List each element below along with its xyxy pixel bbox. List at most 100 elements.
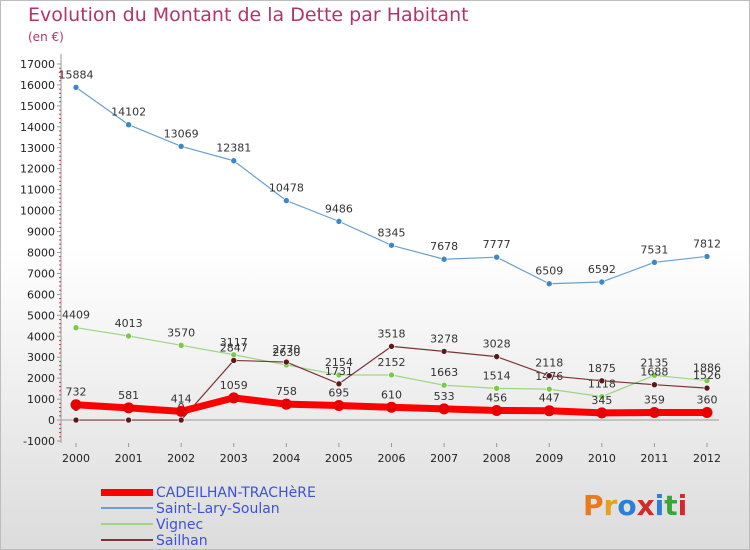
data-point	[598, 393, 606, 400]
data-label: 581	[118, 389, 139, 402]
data-label: 4013	[115, 317, 143, 330]
y-tick-label: -1000	[23, 435, 55, 448]
data-point	[438, 403, 450, 415]
data-label: 7531	[640, 243, 668, 256]
x-tick-label: 2010	[588, 452, 616, 465]
data-point	[386, 401, 397, 413]
x-tick-label: 2005	[325, 452, 353, 465]
logo-letter: r	[603, 489, 618, 522]
data-label: 447	[539, 392, 560, 405]
data-point	[388, 343, 395, 350]
x-tick-label: 2011	[640, 452, 668, 465]
data-point	[703, 253, 711, 260]
data-point	[72, 324, 80, 332]
data-label: 2847	[220, 341, 248, 354]
y-tick-label: 13000	[20, 142, 55, 155]
logo-letter: i	[677, 489, 688, 522]
data-point	[177, 143, 185, 150]
data-label: 2152	[378, 356, 406, 369]
data-point	[283, 197, 290, 204]
data-point	[125, 121, 132, 128]
data-point	[598, 278, 606, 286]
legend-swatch-cadeilhan	[101, 488, 153, 496]
data-point	[335, 371, 343, 379]
data-point	[701, 407, 713, 419]
data-label: 3518	[378, 327, 406, 340]
data-label: 1514	[483, 369, 511, 382]
data-point	[440, 381, 448, 389]
data-point	[175, 405, 187, 417]
data-point	[125, 416, 132, 424]
data-label: 695	[328, 386, 349, 399]
logo-letter: t	[664, 489, 678, 522]
data-point	[648, 407, 660, 419]
data-label: 456	[486, 392, 507, 405]
data-point	[651, 259, 658, 266]
data-label: 414	[171, 392, 192, 405]
data-label: 6509	[535, 265, 563, 278]
y-tick-label: 12000	[20, 163, 55, 176]
data-label: 8345	[378, 226, 406, 239]
data-point	[230, 157, 238, 165]
data-point	[651, 381, 658, 389]
legend-label-sailhan: Sailhan	[156, 533, 208, 549]
data-point	[388, 371, 395, 379]
data-label: 2154	[325, 356, 353, 369]
data-label: 1731	[325, 365, 353, 378]
chart-title: Evolution du Montant de la Dette par Hab…	[28, 4, 469, 26]
data-label: 1663	[430, 366, 458, 379]
y-tick-label: 5000	[27, 309, 55, 322]
data-point	[491, 405, 503, 417]
data-point	[335, 218, 343, 225]
x-tick-label: 2001	[115, 452, 143, 465]
data-point	[545, 385, 553, 393]
y-tick-label: 15000	[20, 100, 55, 113]
x-tick-label: 2006	[378, 452, 406, 465]
logo-letter: P	[583, 489, 604, 522]
data-label: 14102	[111, 106, 146, 119]
x-tick-label: 2002	[167, 452, 195, 465]
data-label: 1526	[693, 369, 721, 382]
y-tick-label: 9000	[27, 226, 55, 239]
y-tick-label: 0	[48, 414, 55, 427]
y-tick-label: 7000	[27, 267, 55, 280]
data-point	[388, 241, 395, 249]
data-label: 7812	[693, 237, 721, 250]
data-label: 1875	[588, 362, 616, 375]
y-tick-label: 17000	[20, 58, 55, 71]
x-tick-label: 2003	[220, 452, 248, 465]
data-label: 9486	[325, 202, 353, 215]
data-point	[70, 399, 82, 411]
data-label: 7777	[483, 238, 511, 251]
data-point	[703, 384, 711, 392]
data-label: 1059	[220, 379, 248, 392]
logo-letter: i	[654, 489, 665, 522]
logo-letter: o	[617, 489, 637, 522]
data-label: 13069	[164, 127, 199, 140]
data-label: 3278	[430, 332, 458, 345]
y-tick-label: 4000	[27, 330, 55, 343]
data-point	[177, 416, 185, 424]
data-point	[440, 255, 448, 263]
data-point	[333, 399, 345, 411]
data-label: 7678	[430, 240, 458, 253]
data-label: 533	[434, 390, 455, 403]
x-tick-label: 2009	[535, 452, 563, 465]
data-label: 15884	[59, 68, 94, 81]
y-tick-label: 11000	[20, 184, 55, 197]
x-tick-label: 2007	[430, 452, 458, 465]
legend-swatch-saint-lary	[101, 507, 153, 509]
data-label: 732	[66, 386, 87, 399]
data-point	[703, 377, 711, 384]
data-point	[123, 402, 135, 414]
data-label: 1688	[640, 366, 668, 379]
data-label: 758	[276, 385, 297, 398]
data-point	[230, 357, 238, 364]
data-point	[228, 392, 240, 404]
legend-swatch-vignec	[101, 523, 153, 525]
data-label: 1886	[693, 362, 721, 375]
data-point	[177, 341, 185, 349]
legend-label-vignec: Vignec	[156, 517, 204, 533]
y-tick-label: 2000	[27, 372, 55, 385]
